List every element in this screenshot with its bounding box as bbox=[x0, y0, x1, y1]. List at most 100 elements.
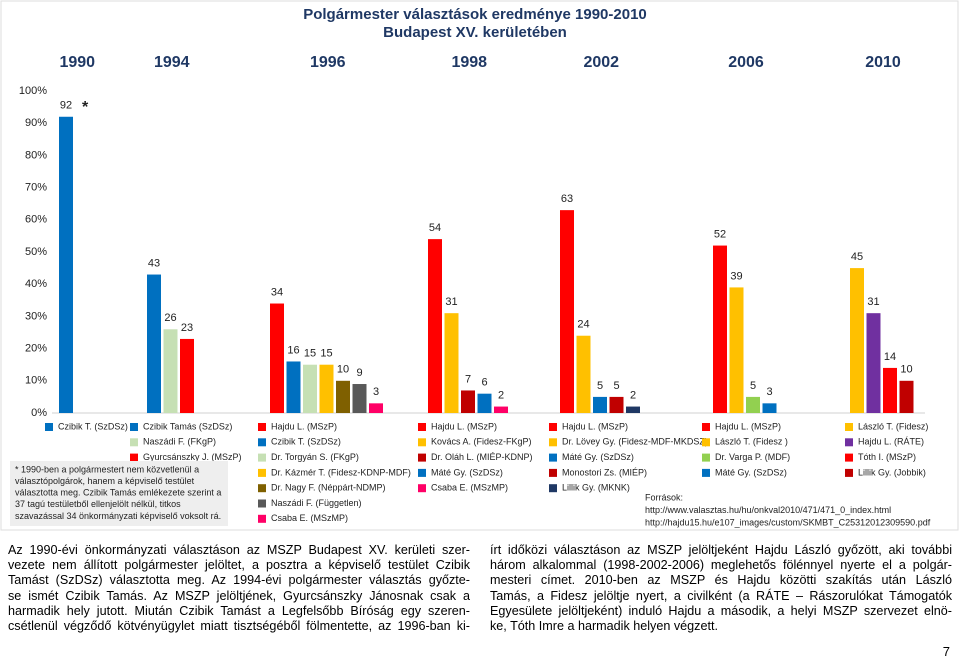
bar bbox=[59, 116, 73, 413]
legend-swatch bbox=[549, 468, 557, 477]
legend-label: Dr. Torgyán S. (FKgP) bbox=[271, 452, 359, 462]
value-label: 7 bbox=[465, 373, 471, 385]
value-label: 63 bbox=[561, 193, 573, 205]
value-label: 3 bbox=[373, 386, 379, 398]
bar bbox=[461, 390, 475, 413]
legend-swatch bbox=[845, 468, 853, 477]
bar bbox=[762, 403, 777, 413]
value-label: 31 bbox=[445, 296, 457, 308]
legend-label: Hajdu L. (MSzP) bbox=[431, 421, 497, 431]
chart-frame bbox=[0, 0, 959, 531]
value-label: 45 bbox=[851, 251, 863, 263]
legend-swatch bbox=[845, 438, 853, 447]
text-line: csétlenül végződő kötvényügylet miatt ti… bbox=[8, 619, 470, 634]
legend-swatch bbox=[845, 453, 853, 462]
source-line: http://hajdu15.hu/e107_images/custom/SKM… bbox=[645, 517, 931, 527]
y-tick-label: 20% bbox=[25, 343, 47, 355]
legend-swatch bbox=[258, 484, 266, 493]
bar bbox=[899, 380, 914, 413]
bar bbox=[593, 396, 607, 413]
footnote-line: * 1990-ben a polgármestert nem közvetlen… bbox=[15, 464, 199, 474]
legend-label: Csaba E. (MSzMP) bbox=[271, 513, 348, 523]
bar bbox=[444, 313, 459, 413]
bar bbox=[147, 274, 161, 413]
legend-swatch bbox=[549, 453, 557, 462]
bar bbox=[336, 380, 350, 413]
legend-swatch bbox=[418, 423, 426, 431]
legend-swatch bbox=[549, 438, 557, 447]
y-tick-label: 90% bbox=[25, 117, 47, 129]
legend-label: Kovács A. (Fidesz-FKgP) bbox=[431, 437, 532, 447]
text-line: Egyesülete jelöltjeként) induló Hajdu a … bbox=[490, 603, 952, 618]
footnote-line: szavazással 34 önkormányzati képviselő v… bbox=[15, 511, 221, 521]
legend-swatch bbox=[418, 484, 426, 493]
legend-label: Dr. Lövey Gy. (Fidesz-MDF-MKDSZ) bbox=[562, 437, 708, 447]
text-line: mesteri címet. 2010-ben az MSZP és Hajdu… bbox=[490, 573, 952, 588]
page-number: 7 bbox=[942, 644, 950, 659]
legend-swatch bbox=[130, 438, 138, 447]
year-label: 1990 bbox=[59, 54, 95, 71]
footnote-box bbox=[10, 461, 228, 526]
value-label: 10 bbox=[337, 364, 349, 376]
y-tick-label: 60% bbox=[25, 214, 47, 226]
legend-label: Tóth I. (MSzP) bbox=[858, 452, 916, 462]
text-line: három alkalommal (1998-2002-2006) megleh… bbox=[490, 558, 952, 573]
legend-swatch bbox=[258, 499, 266, 508]
text-line: Az 1990-évi önkormányzati választáson az… bbox=[8, 543, 470, 557]
text-line: se ismét Czibik Tamás. Az MSZP jelöltjén… bbox=[8, 588, 470, 603]
legend-swatch bbox=[258, 468, 266, 477]
text-column: Az 1990-évi önkormányzati választáson az… bbox=[8, 543, 470, 634]
value-label: 31 bbox=[867, 296, 879, 308]
bar bbox=[319, 364, 334, 413]
value-label: 39 bbox=[730, 270, 742, 282]
legend-swatch bbox=[258, 438, 266, 447]
value-label: 14 bbox=[884, 351, 896, 363]
legend-label: Naszádi F. (Független) bbox=[271, 498, 362, 508]
footnote-line: választópolgárok, hanem a képviselő test… bbox=[15, 476, 195, 486]
value-label: 5 bbox=[597, 380, 603, 392]
y-tick-label: 80% bbox=[25, 149, 47, 161]
bar bbox=[163, 329, 178, 413]
value-label: 9 bbox=[356, 367, 362, 379]
text-column: írt időközi választáson az MSZP jelöltje… bbox=[490, 543, 952, 634]
y-tick-label: 50% bbox=[25, 246, 47, 258]
legend-label: Dr. Varga P. (MDF) bbox=[715, 452, 790, 462]
year-label: 1994 bbox=[154, 54, 190, 71]
legend-label: Czibik T. (SzDSz) bbox=[271, 437, 341, 447]
text-line: vezete nem állított polgármester jelölte… bbox=[8, 558, 470, 573]
legend-label: Hajdu L. (MSzP) bbox=[562, 421, 628, 431]
bar bbox=[352, 384, 367, 413]
value-label: 5 bbox=[613, 380, 619, 392]
legend-label: Máté Gy. (SzDSz) bbox=[715, 467, 787, 477]
bar bbox=[180, 338, 194, 413]
legend-label: Hajdu L. (MSzP) bbox=[271, 421, 337, 431]
value-label: 10 bbox=[900, 364, 912, 376]
legend-label: Monostori Zs. (MIÉP) bbox=[562, 467, 647, 477]
legend-swatch bbox=[258, 423, 266, 431]
source-line: Források: bbox=[645, 492, 683, 502]
bar bbox=[477, 393, 492, 413]
bar bbox=[560, 210, 574, 413]
legend-swatch bbox=[549, 423, 557, 431]
value-label: 34 bbox=[271, 286, 283, 298]
bar bbox=[883, 367, 897, 413]
bar bbox=[713, 245, 727, 413]
value-label: 26 bbox=[164, 312, 176, 324]
bar bbox=[746, 396, 760, 413]
legend-swatch bbox=[702, 438, 710, 447]
legend-label: László T. (Fidesz) bbox=[858, 421, 928, 431]
y-tick-label: 100% bbox=[19, 85, 47, 97]
footnote-line: 37 tagú testületből ellenjelölt nélkül, … bbox=[15, 499, 181, 509]
value-label: 16 bbox=[287, 344, 299, 356]
bar bbox=[428, 239, 442, 413]
bar bbox=[850, 268, 864, 413]
text-line: írt időközi választáson az MSZP jelöltje… bbox=[490, 543, 952, 557]
value-label: 2 bbox=[630, 389, 636, 401]
legend-swatch bbox=[549, 484, 557, 493]
year-label: 2006 bbox=[728, 54, 764, 71]
chart-title: Polgármester választások eredménye 1990-… bbox=[303, 6, 647, 23]
y-tick-label: 40% bbox=[25, 278, 47, 290]
legend-label: Máté Gy. (SzDSz) bbox=[562, 452, 634, 462]
bar bbox=[270, 303, 284, 413]
